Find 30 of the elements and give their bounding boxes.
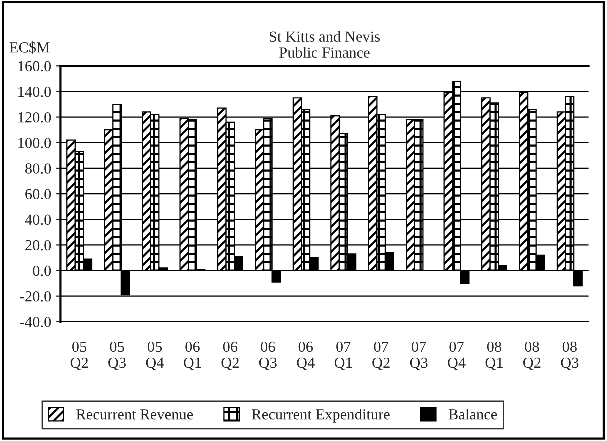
y-tick-label: 160.0 <box>18 61 52 72</box>
y-tick-label: 120.0 <box>18 112 52 123</box>
x-tick-label: 07 Q3 <box>410 342 428 370</box>
x-tick-label: 08 Q2 <box>524 342 541 370</box>
x-tick-label: 07 Q2 <box>372 342 390 370</box>
legend-label: Recurrent Expenditure <box>252 408 390 423</box>
x-tick-label: 08 Q1 <box>486 342 503 370</box>
x-tick-label: 06 Q1 <box>184 342 202 370</box>
y-tick-label: 0.0 <box>33 266 52 276</box>
chart-title: St Kitts and Nevis Public Finance <box>270 31 380 58</box>
x-tick-label: 06 Q4 <box>297 342 315 370</box>
y-axis-title: EC$M <box>10 42 50 54</box>
legend-label: Recurrent Revenue <box>76 410 194 420</box>
legend-label: Balance <box>448 408 498 420</box>
y-tick-label: 40.0 <box>25 214 52 226</box>
x-tick-label: 08 Q3 <box>561 342 579 370</box>
y-tick-label: 60.0 <box>26 189 52 200</box>
y-tick-label: 80.0 <box>26 164 52 174</box>
x-tick-label: 05 Q3 <box>108 342 126 370</box>
x-tick-label: 05 Q4 <box>146 342 164 370</box>
x-tick-label: 06 Q2 <box>222 342 239 370</box>
y-tick-label: -20.0 <box>20 291 52 302</box>
y-tick-label: 20.0 <box>26 240 52 251</box>
x-tick-label: 05 Q2 <box>70 342 88 370</box>
y-tick-label: 140.0 <box>18 86 52 98</box>
y-tick-label: 100.0 <box>18 138 52 148</box>
x-tick-label: 07 Q4 <box>448 342 466 370</box>
y-tick-label: -40.0 <box>20 317 52 328</box>
x-tick-label: 06 Q3 <box>259 342 277 370</box>
x-tick-label: 07 Q1 <box>334 342 352 370</box>
